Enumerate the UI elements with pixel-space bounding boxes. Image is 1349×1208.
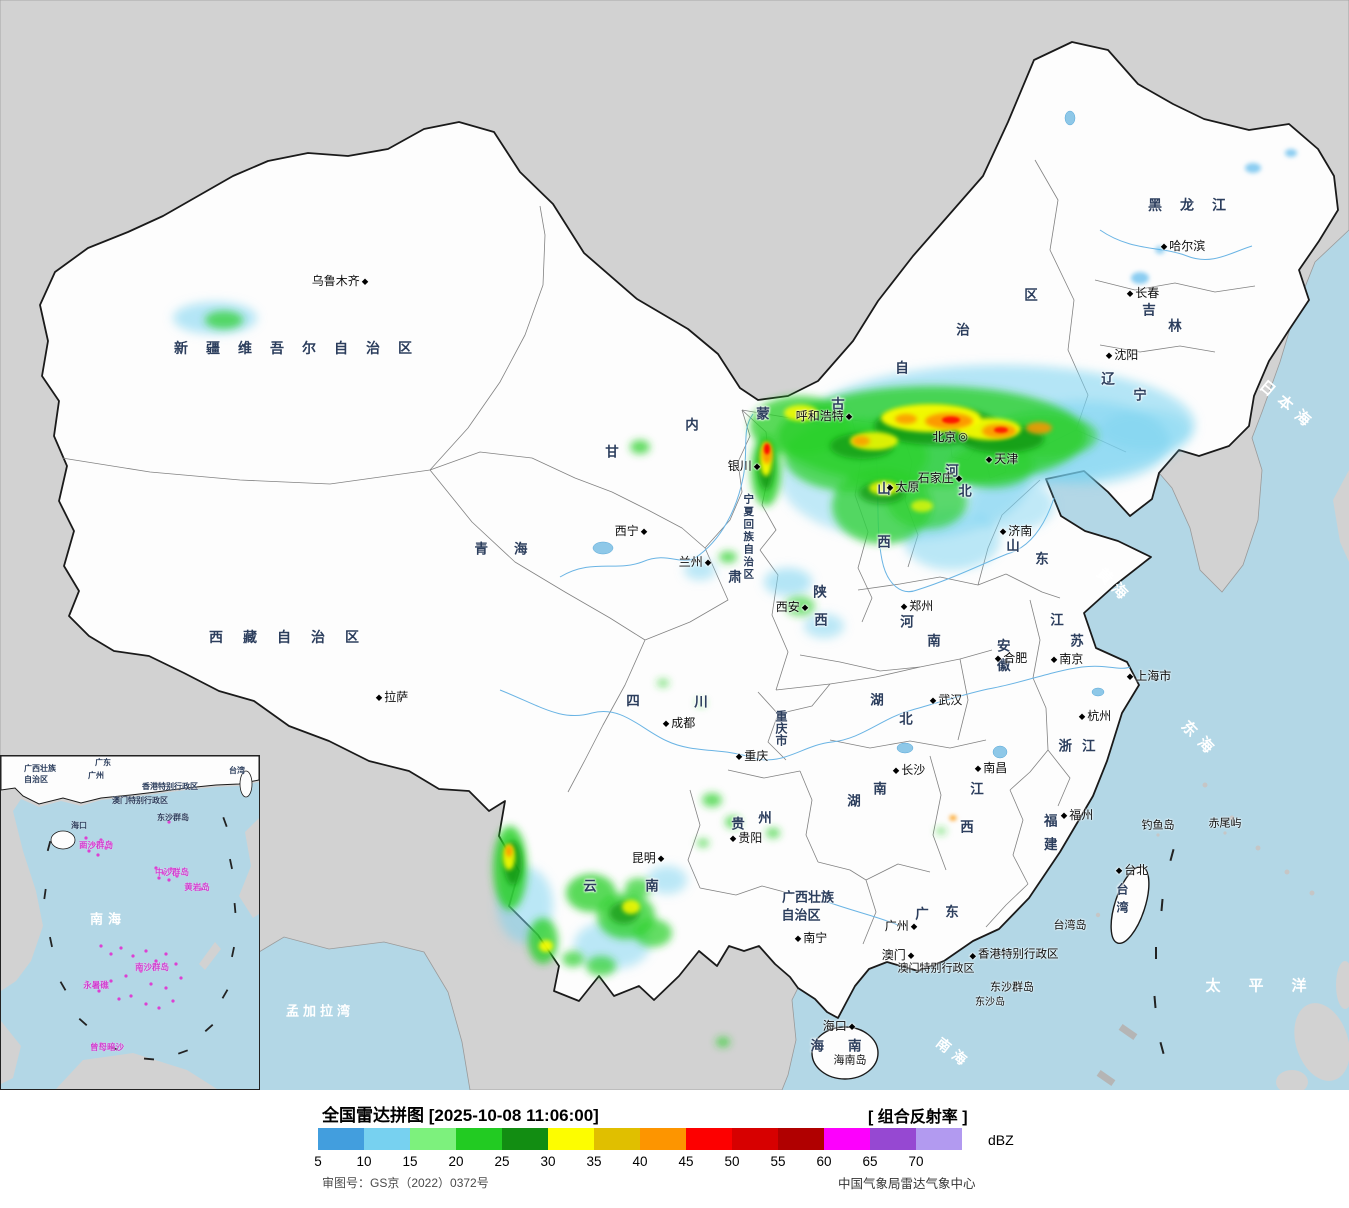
dbz-tick-label: 35 xyxy=(586,1154,602,1169)
map-approval-number: 审图号：GS京（2022）0372号 xyxy=(322,1176,489,1190)
dbz-tick-label: 25 xyxy=(494,1154,510,1169)
lakes xyxy=(592,110,1105,759)
inset-island-dots xyxy=(81,820,203,1050)
dbz-tick-label: 30 xyxy=(540,1154,556,1169)
dbz-tick-label: 40 xyxy=(632,1154,648,1169)
dbz-swatch-15 xyxy=(410,1128,456,1150)
dbz-tick-label: 5 xyxy=(314,1154,322,1169)
gray-boundary-marks xyxy=(1096,1023,1138,1087)
dbz-colorbar xyxy=(318,1128,962,1150)
hainan-island xyxy=(811,1026,879,1080)
map-canvas xyxy=(0,0,1349,1090)
dbz-tick-label: 10 xyxy=(356,1154,372,1169)
dbz-swatch-55 xyxy=(778,1128,824,1150)
dbz-tick-label: 70 xyxy=(908,1154,924,1169)
inset-palawan xyxy=(199,942,221,970)
china-territory xyxy=(39,41,1339,1019)
dbz-tick-label: 15 xyxy=(402,1154,418,1169)
legend-panel: 全国雷达拼图 [2025-10-08 11:06:00] [ 组合反射率 ] 5… xyxy=(0,1090,1349,1208)
philippines-land xyxy=(1276,961,1349,1090)
dbz-tick-label: 50 xyxy=(724,1154,740,1169)
inset-taiwan xyxy=(239,770,253,798)
dbz-swatch-50 xyxy=(732,1128,778,1150)
inset-canvas xyxy=(1,756,259,1089)
dbz-unit-label: dBZ xyxy=(988,1132,1014,1148)
dbz-tick-label: 45 xyxy=(678,1154,694,1169)
dbz-swatch-70 xyxy=(916,1128,962,1150)
dbz-tick-label: 20 xyxy=(448,1154,464,1169)
dbz-swatch-45 xyxy=(686,1128,732,1150)
inset-sea xyxy=(1,756,259,1089)
south-china-sea-inset xyxy=(0,755,260,1090)
dbz-swatch-60 xyxy=(824,1128,870,1150)
dbz-tick-label: 60 xyxy=(816,1154,832,1169)
taiwan-island xyxy=(1110,865,1150,945)
inset-borneo xyxy=(56,1053,217,1089)
inset-nine-dash-line xyxy=(43,816,237,1061)
dbz-swatch-5 xyxy=(318,1128,364,1150)
ryukyu-islands xyxy=(1095,782,1315,918)
radar-echoes xyxy=(173,149,1297,1047)
dbz-tick-row: 5 10 15 20 25 30 35 40 45 50 55 60 65 70 xyxy=(314,1154,962,1170)
dbz-swatch-65 xyxy=(870,1128,916,1150)
product-label: [ 组合反射率 ] xyxy=(868,1109,968,1126)
inset-luzon xyxy=(239,818,259,918)
dbz-swatch-40 xyxy=(640,1128,686,1150)
inset-hainan xyxy=(50,830,76,850)
dbz-tick-label: 65 xyxy=(862,1154,878,1169)
map-title: 全国雷达拼图 [2025-10-08 11:06:00] xyxy=(322,1106,599,1125)
credit-label: 中国气象局雷达气象中心 xyxy=(838,1177,976,1191)
dbz-swatch-20 xyxy=(456,1128,502,1150)
dbz-swatch-25 xyxy=(502,1128,548,1150)
dbz-swatch-30 xyxy=(548,1128,594,1150)
dbz-tick-label: 55 xyxy=(770,1154,786,1169)
dbz-swatch-10 xyxy=(364,1128,410,1150)
dbz-swatch-35 xyxy=(594,1128,640,1150)
inset-sw-land xyxy=(1,1021,21,1084)
japan-land-edge xyxy=(1333,470,1349,562)
boundary-dashes xyxy=(1153,848,1175,1055)
china-radar-map: 黑龙江吉林辽宁内蒙古自治区新疆维吾尔自治区甘肃青海 西藏自治区四川重庆市陕西山西河… xyxy=(0,0,1349,1090)
